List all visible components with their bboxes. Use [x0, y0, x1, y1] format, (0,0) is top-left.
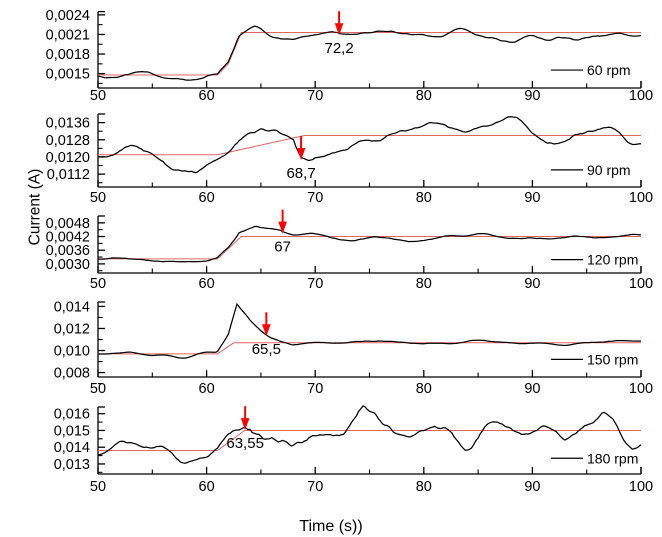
- svg-text:68,7: 68,7: [286, 165, 315, 182]
- svg-text:0,0024: 0,0024: [46, 8, 90, 24]
- svg-text:50: 50: [90, 479, 106, 495]
- svg-text:100: 100: [629, 276, 653, 292]
- svg-text:90: 90: [524, 190, 540, 206]
- svg-text:0,0015: 0,0015: [46, 67, 90, 83]
- svg-text:180 rpm: 180 rpm: [587, 450, 638, 466]
- svg-text:0,008: 0,008: [54, 366, 90, 382]
- svg-text:70: 70: [307, 479, 323, 495]
- svg-text:70: 70: [307, 276, 323, 292]
- svg-text:0,0036: 0,0036: [46, 243, 90, 259]
- svg-text:0,0128: 0,0128: [46, 133, 90, 149]
- svg-text:65,5: 65,5: [252, 341, 281, 358]
- svg-text:0,0048: 0,0048: [46, 216, 90, 232]
- svg-text:80: 80: [416, 88, 432, 104]
- svg-text:60 rpm: 60 rpm: [587, 62, 631, 78]
- svg-text:90: 90: [524, 88, 540, 104]
- svg-text:0,0018: 0,0018: [46, 47, 90, 63]
- svg-text:0,0030: 0,0030: [46, 257, 90, 273]
- svg-text:0,016: 0,016: [54, 407, 90, 423]
- svg-text:60: 60: [199, 190, 215, 206]
- svg-text:0,012: 0,012: [54, 321, 90, 337]
- svg-text:0,014: 0,014: [54, 440, 90, 456]
- svg-text:80: 80: [416, 276, 432, 292]
- svg-text:50: 50: [90, 381, 106, 397]
- svg-text:60: 60: [199, 479, 215, 495]
- svg-text:60: 60: [199, 276, 215, 292]
- svg-text:90: 90: [524, 381, 540, 397]
- svg-text:120 rpm: 120 rpm: [587, 252, 638, 268]
- svg-text:150 rpm: 150 rpm: [587, 351, 638, 367]
- svg-text:67: 67: [274, 239, 291, 256]
- svg-text:90 rpm: 90 rpm: [587, 162, 631, 178]
- svg-text:60: 60: [199, 381, 215, 397]
- svg-text:63,55: 63,55: [226, 435, 264, 452]
- svg-text:100: 100: [629, 479, 653, 495]
- svg-text:0,014: 0,014: [54, 299, 90, 315]
- svg-text:90: 90: [524, 276, 540, 292]
- svg-text:90: 90: [524, 479, 540, 495]
- svg-text:50: 50: [90, 276, 106, 292]
- svg-text:0,010: 0,010: [54, 344, 90, 360]
- svg-text:100: 100: [629, 190, 653, 206]
- svg-text:80: 80: [416, 190, 432, 206]
- svg-text:72,2: 72,2: [324, 40, 353, 57]
- svg-text:80: 80: [416, 479, 432, 495]
- svg-text:70: 70: [307, 190, 323, 206]
- svg-text:0,015: 0,015: [54, 423, 90, 439]
- svg-text:0,0021: 0,0021: [46, 27, 90, 43]
- svg-text:60: 60: [199, 88, 215, 104]
- svg-text:100: 100: [629, 381, 653, 397]
- svg-text:0,0112: 0,0112: [47, 167, 90, 183]
- svg-text:50: 50: [90, 190, 106, 206]
- svg-text:80: 80: [416, 381, 432, 397]
- svg-text:0,013: 0,013: [54, 457, 90, 473]
- svg-text:100: 100: [629, 88, 653, 104]
- svg-text:0,0042: 0,0042: [46, 230, 90, 246]
- svg-text:70: 70: [307, 88, 323, 104]
- svg-text:0,0136: 0,0136: [46, 116, 90, 132]
- svg-text:70: 70: [307, 381, 323, 397]
- svg-text:50: 50: [90, 88, 106, 104]
- svg-text:0,0120: 0,0120: [46, 150, 90, 166]
